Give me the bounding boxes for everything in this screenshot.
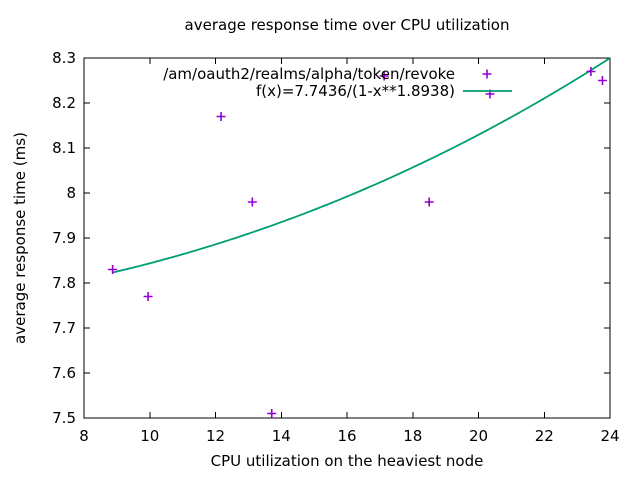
x-axis-label: CPU utilization on the heaviest node xyxy=(210,452,484,470)
legend-point-sample xyxy=(482,69,492,79)
y-tick-label: 8 xyxy=(66,184,76,202)
fit-curve xyxy=(112,57,611,274)
x-tick-label: 10 xyxy=(140,427,159,445)
data-point-marker xyxy=(597,76,607,85)
y-tick-label: 7.8 xyxy=(52,274,76,292)
legend-label: /am/oauth2/realms/alpha/token/revoke xyxy=(163,65,455,83)
y-tick-label: 7.6 xyxy=(52,364,76,382)
x-tick-label: 18 xyxy=(403,427,422,445)
y-tick-label: 8.1 xyxy=(52,139,76,157)
x-tick-label: 20 xyxy=(469,427,488,445)
x-tick-label: 14 xyxy=(272,427,291,445)
plot-border xyxy=(83,57,611,419)
x-tick-label: 22 xyxy=(535,427,554,445)
x-tick-label: 8 xyxy=(79,427,89,445)
chart-title: average response time over CPU utilizati… xyxy=(184,16,510,34)
data-point-marker xyxy=(586,67,596,76)
data-point-marker xyxy=(108,265,118,274)
y-tick-label: 7.5 xyxy=(52,409,76,427)
x-tick-label: 16 xyxy=(337,427,356,445)
data-point-marker xyxy=(247,197,257,207)
legend-label: f(x)=7.7436/(1-x**1.8938) xyxy=(256,82,455,100)
y-tick-label: 8.3 xyxy=(52,49,76,67)
x-tick-label: 24 xyxy=(600,427,619,445)
y-axis-label: average response time (ms) xyxy=(11,132,29,344)
data-point-marker xyxy=(424,197,434,207)
data-point-marker xyxy=(143,292,153,301)
data-point-marker xyxy=(267,409,277,418)
x-tick-label: 12 xyxy=(206,427,225,445)
data-point-marker xyxy=(379,71,389,81)
y-tick-label: 7.9 xyxy=(52,229,76,247)
y-tick-label: 8.2 xyxy=(52,94,76,112)
y-tick-label: 7.7 xyxy=(52,319,76,337)
data-point-marker xyxy=(216,112,226,121)
